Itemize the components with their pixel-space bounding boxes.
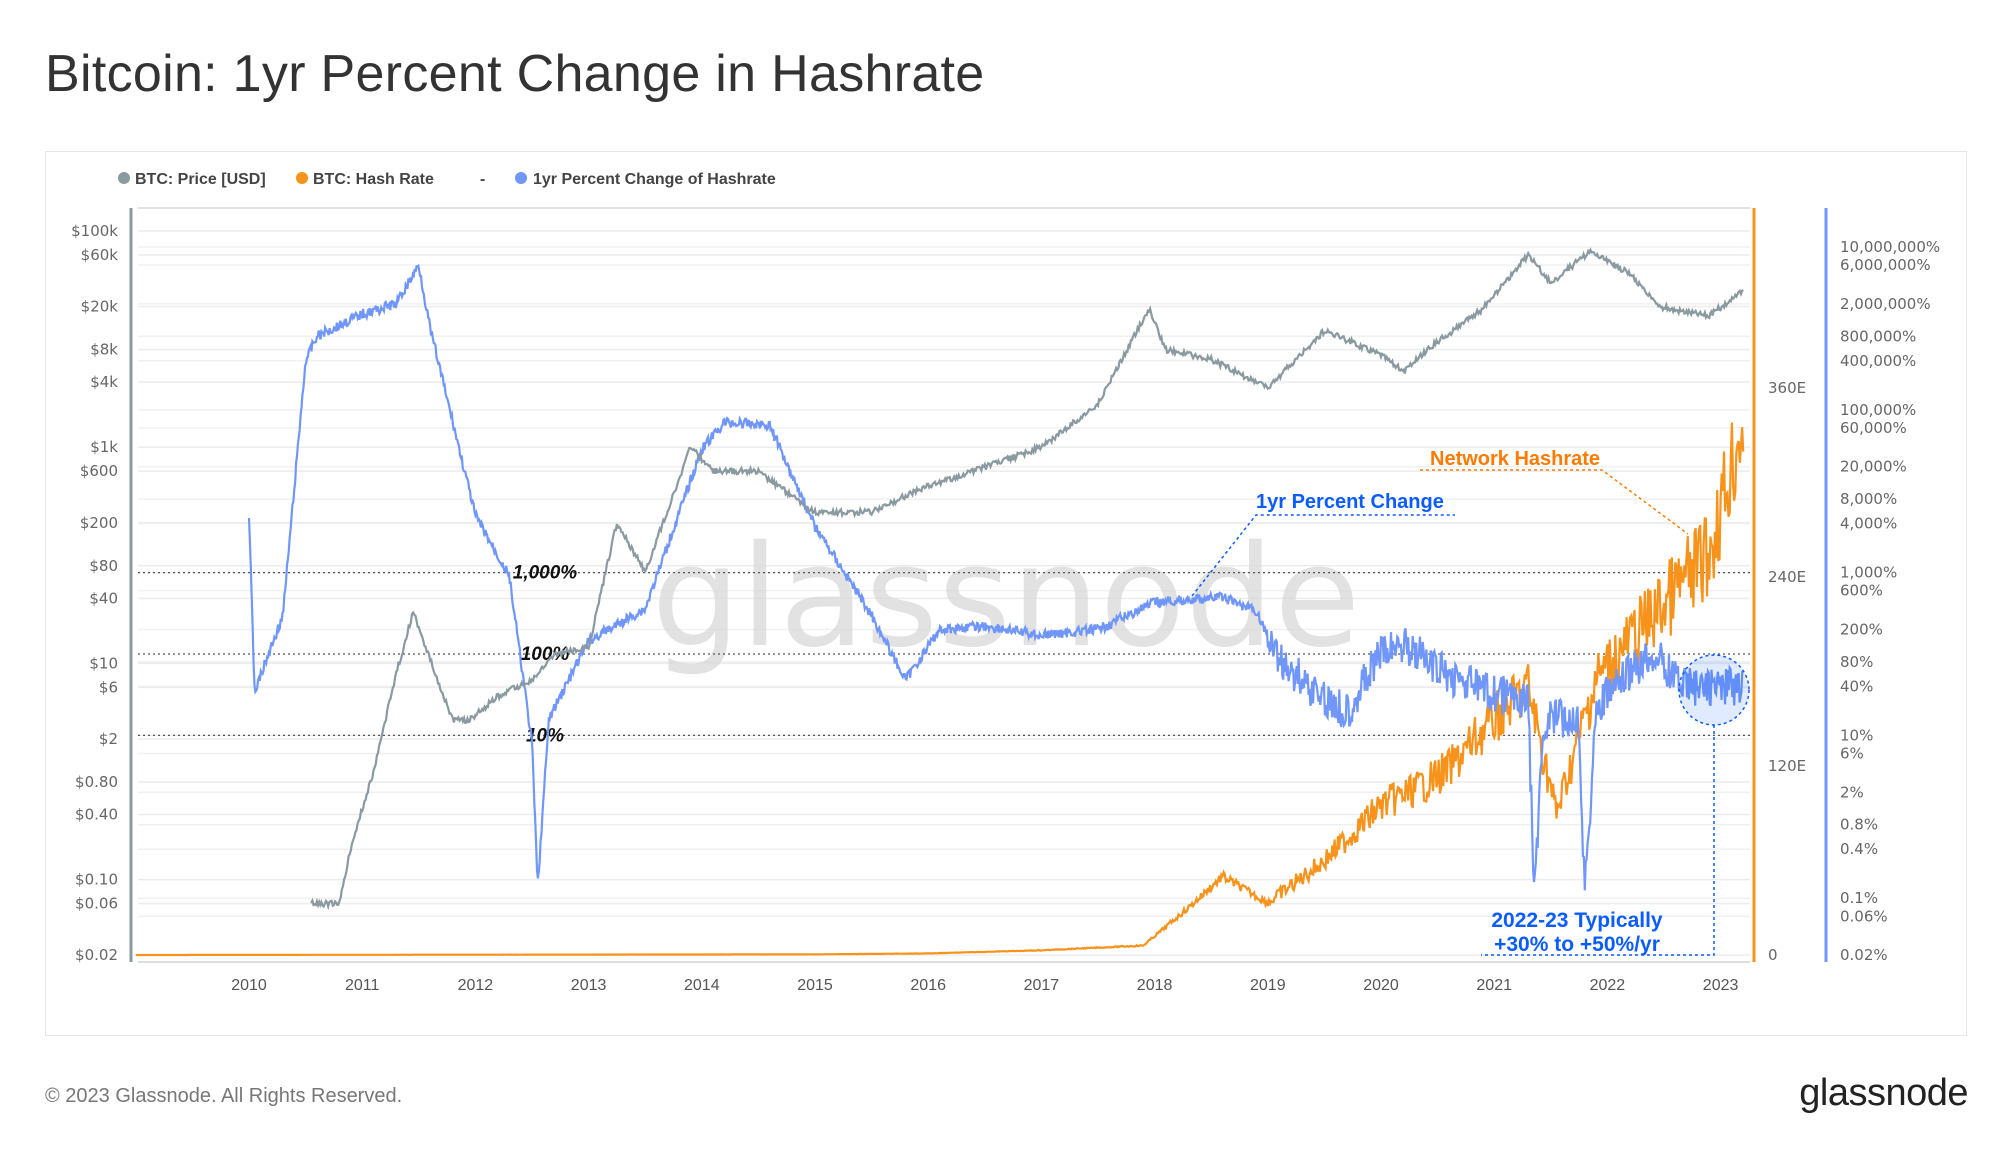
annotation-network-hashrate: Network Hashrate	[1430, 448, 1600, 470]
legend-label-hashrate: BTC: Hash Rate	[313, 171, 434, 188]
legend-dot-hashrate	[296, 172, 308, 184]
x-tick-label: 2018	[1137, 977, 1173, 994]
y-left-tick-label: $0.06	[75, 895, 118, 913]
annotation-leader-pct-change	[1191, 514, 1455, 597]
annotation-leader-hashrate	[1420, 469, 1689, 535]
x-tick-label: 2014	[684, 977, 720, 994]
x-tick-label: 2013	[571, 977, 607, 994]
x-tick-label: 2016	[910, 977, 946, 994]
y-pct-tick-label: 4,000%	[1840, 515, 1897, 533]
legend-separator: -	[480, 171, 485, 188]
y-left-tick-label: $2	[99, 730, 118, 748]
series-line-hashrate	[135, 422, 1745, 957]
y-pct-tick-label: 20,000%	[1840, 458, 1907, 476]
legend-label-pct-change: 1yr Percent Change of Hashrate	[533, 171, 776, 188]
annotation-leader-typical	[1481, 725, 1715, 956]
watermark: glassnode	[652, 516, 1361, 679]
y-hashrate-tick-label: 0	[1768, 946, 1778, 964]
x-tick-label: 2015	[797, 977, 833, 994]
y-hashrate-tick-label: 120E	[1768, 757, 1806, 775]
x-tick-label: 2010	[231, 977, 267, 994]
annotation-pct-change: 1yr Percent Change	[1256, 491, 1444, 513]
x-tick-label: 2019	[1250, 977, 1286, 994]
reference-line-label: 100%	[521, 644, 570, 665]
y-pct-tick-label: 40%	[1840, 677, 1873, 695]
y-pct-tick-label: 6%	[1840, 744, 1864, 762]
y-pct-tick-label: 200%	[1840, 620, 1883, 638]
y-pct-tick-label: 0.06%	[1840, 907, 1888, 925]
reference-line-label: 1,000%	[513, 563, 578, 584]
y-pct-tick-label: 0.1%	[1840, 889, 1878, 907]
y-hashrate-tick-label: 360E	[1768, 379, 1806, 397]
y-pct-tick-label: 8,000%	[1840, 490, 1897, 508]
chart-card	[45, 151, 1967, 1036]
x-tick-label: 2011	[345, 977, 380, 994]
x-tick-label: 2017	[1024, 977, 1060, 994]
y-left-tick-label: $100k	[71, 222, 118, 240]
x-tick-label: 2012	[458, 977, 494, 994]
series-line-pct-change	[247, 263, 1744, 891]
y-left-tick-label: $1k	[90, 438, 118, 456]
annotation-highlight-circle	[1678, 654, 1750, 726]
y-left-tick-label: $0.10	[75, 871, 118, 889]
legend-label-price: BTC: Price [USD]	[135, 171, 266, 188]
y-left-tick-label: $40	[89, 589, 118, 607]
y-pct-tick-label: 0.8%	[1840, 816, 1878, 834]
y-pct-tick-label: 400,000%	[1840, 352, 1916, 370]
x-tick-label: 2021	[1476, 977, 1512, 994]
y-pct-tick-label: 60,000%	[1840, 419, 1907, 437]
y-pct-tick-label: 0.02%	[1840, 946, 1888, 964]
y-pct-tick-label: 80%	[1840, 653, 1873, 671]
y-left-tick-label: $20k	[81, 298, 119, 316]
y-left-tick-label: $80	[89, 557, 118, 575]
y-left-tick-label: $200	[80, 514, 118, 532]
annotation-typical-line1: 2022-23 Typically	[1491, 909, 1663, 932]
y-left-tick-label: $6	[99, 678, 118, 696]
x-tick-label: 2023	[1703, 977, 1739, 994]
y-pct-tick-label: 6,000,000%	[1840, 256, 1931, 274]
y-pct-tick-label: 800,000%	[1840, 327, 1916, 345]
y-pct-tick-label: 10,000,000%	[1840, 238, 1940, 256]
y-left-tick-label: $0.80	[75, 773, 118, 791]
y-hashrate-tick-label: 240E	[1768, 568, 1806, 586]
y-left-tick-label: $600	[80, 462, 118, 480]
legend-dot-price	[118, 172, 130, 184]
series-line-price	[310, 247, 1744, 911]
y-left-tick-label: $0.02	[75, 946, 118, 964]
x-tick-label: 2022	[1590, 977, 1626, 994]
y-left-tick-label: $60k	[81, 246, 119, 264]
glassnode-logo: glassnode	[1799, 1072, 1968, 1114]
y-pct-tick-label: 10%	[1840, 726, 1873, 744]
y-pct-tick-label: 100,000%	[1840, 401, 1916, 419]
page-title: Bitcoin: 1yr Percent Change in Hashrate	[45, 45, 985, 103]
y-left-tick-label: $10	[89, 654, 118, 672]
y-left-tick-label: $0.40	[75, 806, 118, 824]
x-tick-label: 2020	[1363, 977, 1399, 994]
y-pct-tick-label: 1,000%	[1840, 564, 1897, 582]
copyright: © 2023 Glassnode. All Rights Reserved.	[45, 1085, 403, 1107]
y-pct-tick-label: 0.4%	[1840, 840, 1878, 858]
y-pct-tick-label: 600%	[1840, 582, 1883, 600]
y-left-tick-label: $4k	[90, 373, 118, 391]
legend-dot-pct-change	[515, 172, 527, 184]
y-pct-tick-label: 2%	[1840, 783, 1864, 801]
y-left-tick-label: $8k	[90, 341, 118, 359]
annotation-typical-line2: +30% to +50%/yr	[1494, 933, 1660, 956]
y-pct-tick-label: 2,000,000%	[1840, 295, 1931, 313]
reference-line-label: 10%	[526, 725, 564, 746]
